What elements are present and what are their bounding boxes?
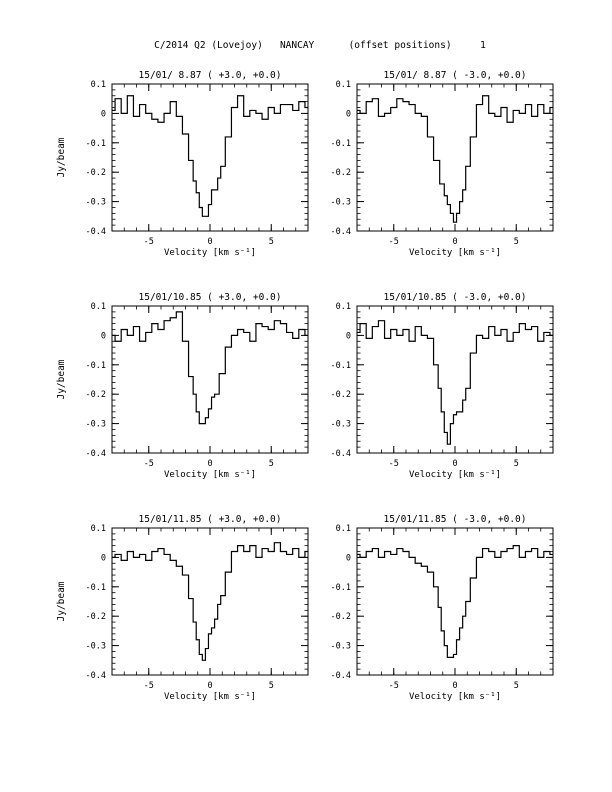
y-axis-label: Jy/beam [56, 137, 67, 177]
panel-5: 15/01/11.85 ( +3.0, +0.0) 0.1 0 -0.1 -0.2 -0.… [56, 514, 309, 702]
plot-frame [111, 305, 309, 454]
y-tick-label: -0.1 [331, 361, 351, 371]
y-tick-label: -0.1 [331, 583, 351, 593]
y-tick-label: -0.2 [331, 390, 351, 400]
x-tick-label: 5 [269, 681, 274, 691]
y-tick-label: -0.2 [331, 612, 351, 622]
spectrum-line-1 [357, 95, 553, 223]
x-axis-label: Velocity [km s⁻¹] [164, 248, 256, 258]
x-tick-label: 5 [269, 459, 274, 469]
x-axis-label: Velocity [km s⁻¹] [409, 470, 501, 480]
y-tick-label: 0 [101, 109, 106, 119]
y-tick-label: -0.1 [331, 139, 351, 149]
y-tick-label: -0.2 [86, 612, 106, 622]
plot-frame [356, 527, 554, 676]
y-axis-label: Jy/beam [56, 359, 67, 399]
spectrum-line-1 [357, 320, 553, 445]
y-tick-label: -0.3 [86, 420, 106, 430]
panel-title: 15/01/ 8.87 ( -3.0, +0.0) [384, 70, 527, 81]
page-title: C/2014 Q2 (Lovejoy) NANCAY (offset posit… [154, 40, 486, 51]
x-tick-label: -5 [144, 459, 154, 469]
y-tick-label: -0.1 [86, 139, 106, 149]
y-tick-label: 0.1 [336, 302, 351, 312]
x-tick-label: 5 [514, 459, 519, 469]
spectrum-line-1 [112, 311, 308, 425]
panel-2: 15/01/ 8.87 ( -3.0, +0.0) 0.1 0 -0.1 -0.2 -0.… [331, 70, 554, 258]
y-tick-label: -0.3 [331, 642, 351, 652]
y-axis-label: Jy/beam [56, 581, 67, 621]
y-tick-label: 0.1 [91, 524, 106, 534]
x-tick-label: -5 [389, 237, 399, 247]
x-axis-label: Velocity [km s⁻¹] [164, 692, 256, 702]
plot-frame [356, 83, 554, 232]
y-tick-label: -0.4 [331, 449, 351, 459]
x-tick-label: 0 [452, 237, 457, 247]
x-tick-label: -5 [144, 237, 154, 247]
x-tick-label: 0 [207, 237, 212, 247]
y-tick-label: 0.1 [91, 302, 106, 312]
x-tick-label: 0 [207, 459, 212, 469]
y-tick-label: -0.2 [86, 390, 106, 400]
plot-frame [356, 305, 554, 454]
x-axis-label: Velocity [km s⁻¹] [164, 470, 256, 480]
y-tick-label: 0 [101, 331, 106, 341]
y-tick-label: -0.4 [86, 671, 106, 681]
x-tick-label: -5 [144, 681, 154, 691]
panel-title: 15/01/11.85 ( -3.0, +0.0) [384, 514, 527, 525]
y-tick-label: -0.3 [331, 198, 351, 208]
y-tick-label: 0.1 [336, 80, 351, 90]
panel-6: 15/01/11.85 ( -3.0, +0.0) 0.1 0 -0.1 -0.2 -0.… [331, 514, 554, 702]
y-tick-label: -0.3 [86, 642, 106, 652]
y-tick-label: 0.1 [336, 524, 351, 534]
panel-title: 15/01/10.85 ( -3.0, +0.0) [384, 292, 527, 303]
y-tick-label: 0 [346, 331, 351, 341]
x-axis-label: Velocity [km s⁻¹] [409, 248, 501, 258]
spectrum-line-1 [112, 542, 308, 661]
x-tick-label: 5 [514, 681, 519, 691]
spectrum-line-1 [357, 545, 553, 658]
x-tick-label: 0 [207, 681, 212, 691]
y-tick-label: -0.3 [86, 198, 106, 208]
panels: 15/01/ 8.87 ( +3.0, +0.0) 0.1 0 -0.1 -0.2 -0.… [56, 70, 554, 702]
x-axis-label: Velocity [km s⁻¹] [409, 692, 501, 702]
y-tick-label: -0.2 [86, 168, 106, 178]
x-tick-label: -5 [389, 681, 399, 691]
y-tick-label: -0.1 [86, 583, 106, 593]
panel-3: 15/01/10.85 ( +3.0, +0.0) 0.1 0 -0.1 -0.2 -0.… [56, 292, 309, 480]
plot-frame [111, 527, 309, 676]
x-tick-label: 0 [452, 681, 457, 691]
y-tick-label: 0 [346, 553, 351, 563]
panel-title: 15/01/ 8.87 ( +3.0, +0.0) [139, 70, 282, 81]
x-tick-label: 0 [452, 459, 457, 469]
panel-title: 15/01/10.85 ( +3.0, +0.0) [139, 292, 282, 303]
x-tick-label: -5 [389, 459, 399, 469]
y-tick-label: -0.1 [86, 361, 106, 371]
panel-1: 15/01/ 8.87 ( +3.0, +0.0) 0.1 0 -0.1 -0.2 -0.… [56, 70, 309, 258]
y-tick-label: -0.3 [331, 420, 351, 430]
y-tick-label: 0.1 [91, 80, 106, 90]
y-tick-label: -0.4 [86, 449, 106, 459]
y-tick-label: -0.4 [331, 227, 351, 237]
plot-frame [111, 83, 309, 232]
panel-4: 15/01/10.85 ( -3.0, +0.0) 0.1 0 -0.1 -0.2 -0.… [331, 292, 554, 480]
x-tick-label: 5 [514, 237, 519, 247]
spectrum-line-1 [112, 95, 308, 217]
panel-title: 15/01/11.85 ( +3.0, +0.0) [139, 514, 282, 525]
y-tick-label: 0 [346, 109, 351, 119]
y-tick-label: -0.4 [86, 227, 106, 237]
y-tick-label: -0.4 [331, 671, 351, 681]
y-tick-label: -0.2 [331, 168, 351, 178]
y-tick-label: 0 [101, 553, 106, 563]
x-tick-label: 5 [269, 237, 274, 247]
